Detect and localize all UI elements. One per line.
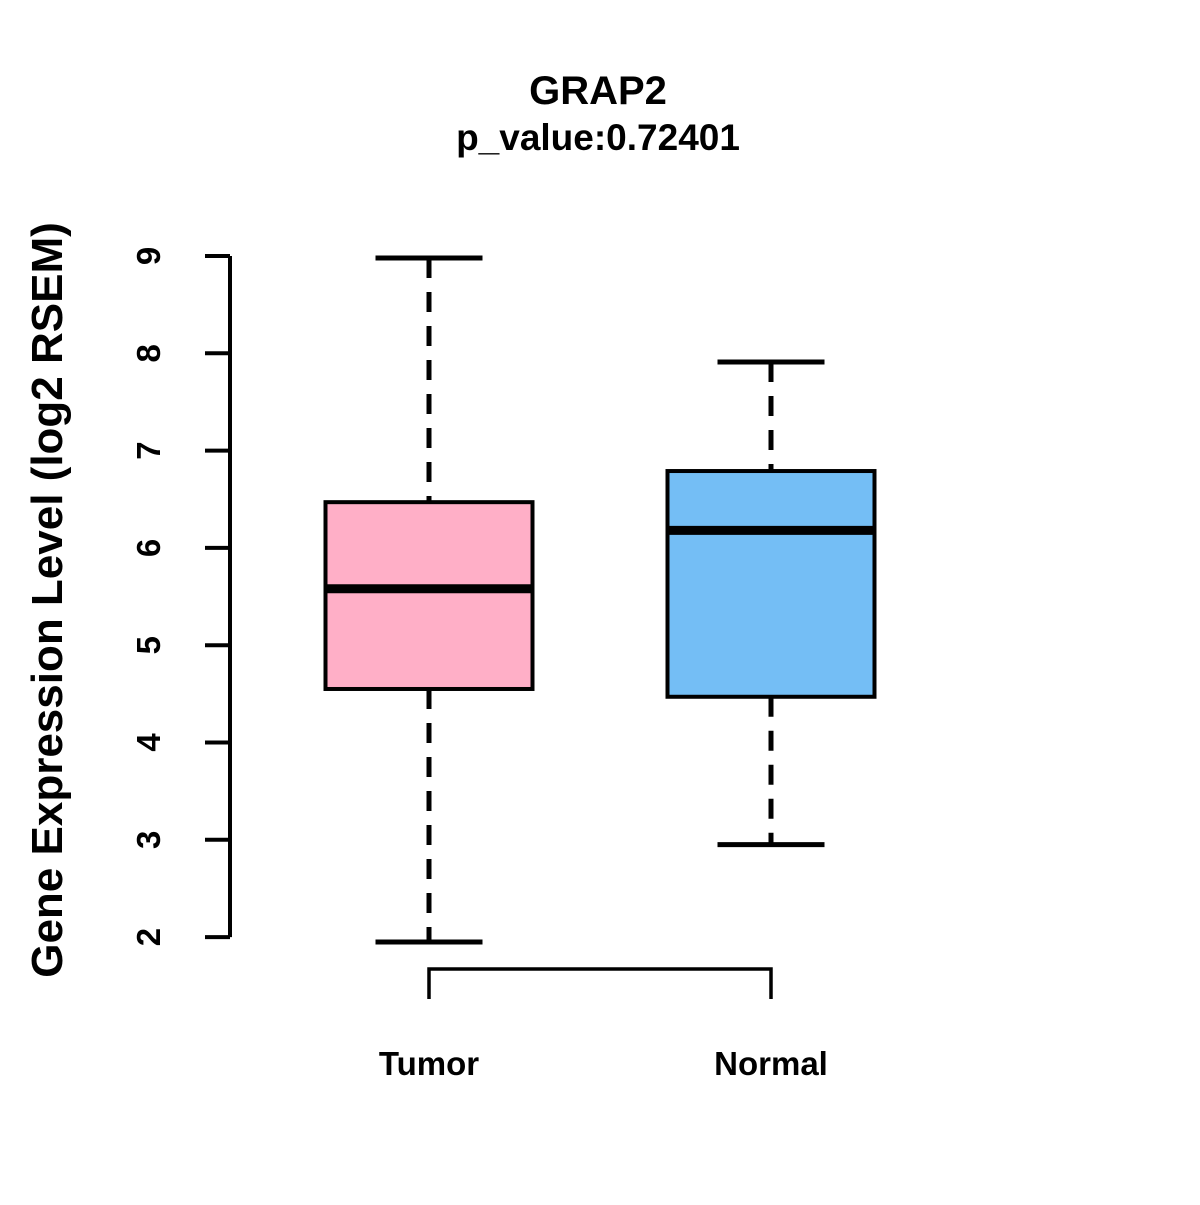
x-axis-label: Normal xyxy=(714,1045,828,1082)
iqr-box xyxy=(323,500,535,691)
box-group-normal xyxy=(665,359,877,848)
y-axis-tick-label: 6 xyxy=(130,539,167,557)
x-axis-labels: Tumor Normal xyxy=(379,1045,828,1082)
chart-title: GRAP2 xyxy=(529,69,667,113)
y-axis-tick-label: 2 xyxy=(130,928,167,946)
bracket-path xyxy=(427,967,773,999)
y-axis-tick-label: 4 xyxy=(130,733,167,752)
comparison-bracket xyxy=(427,967,773,999)
box-series xyxy=(323,255,877,945)
y-axis: 2 3 4 5 6 7 8 9 xyxy=(130,247,232,946)
chart-subtitle: p_value:0.72401 xyxy=(456,117,740,158)
iqr-box xyxy=(665,469,877,699)
x-axis-label: Tumor xyxy=(379,1045,479,1082)
y-axis-tick-label: 3 xyxy=(130,831,167,849)
y-axis-tick-label: 9 xyxy=(130,247,167,265)
y-axis-title: Gene Expression Level (log2 RSEM) xyxy=(23,222,72,978)
y-axis-tick-label: 5 xyxy=(130,636,167,654)
y-axis-tick-label: 8 xyxy=(130,344,167,362)
box-group-tumor xyxy=(323,255,535,945)
y-axis-tick-label: 7 xyxy=(130,441,167,459)
